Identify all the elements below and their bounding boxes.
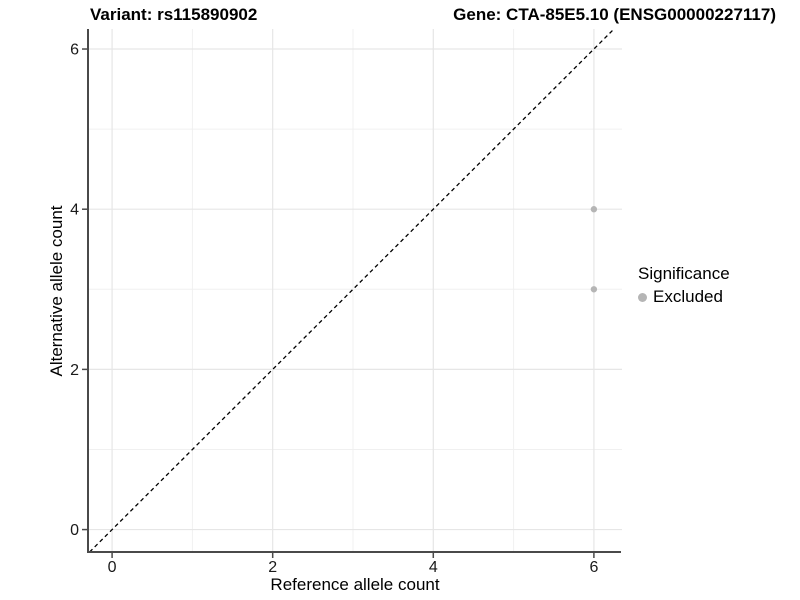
y-axis-title: Alternative allele count (47, 205, 66, 377)
y-tick-label: 2 (70, 362, 79, 379)
x-tick-label: 0 (108, 559, 117, 576)
gridlines-minor (88, 29, 622, 552)
axis-ticks (82, 48, 595, 558)
plot-title-variant: Variant: rs115890902 (90, 5, 258, 24)
legend: Significance Excluded (636, 263, 730, 307)
legend-item-label: Excluded (653, 287, 723, 306)
x-axis-title: Reference allele count (270, 575, 440, 594)
legend-item-excluded: Excluded (636, 287, 730, 307)
y-tick-label: 0 (70, 522, 79, 539)
x-tick-label: 6 (589, 559, 598, 576)
data-points (590, 206, 598, 293)
y-tick-label: 6 (70, 42, 79, 59)
x-tick-label: 2 (268, 559, 277, 576)
plot-title-gene: Gene: CTA-85E5.10 (ENSG00000227117) (453, 5, 776, 24)
data-point (590, 206, 598, 213)
gridlines-major (88, 29, 622, 552)
axis-tick-labels: 0 2 4 6 0 2 4 6 (70, 42, 598, 576)
x-tick-label: 4 (429, 559, 438, 576)
excluded-point-swatch-icon (638, 292, 647, 302)
legend-title: Significance (638, 264, 730, 283)
identity-dashed-line (89, 28, 615, 553)
y-tick-label: 4 (70, 202, 79, 219)
data-point (590, 286, 598, 293)
